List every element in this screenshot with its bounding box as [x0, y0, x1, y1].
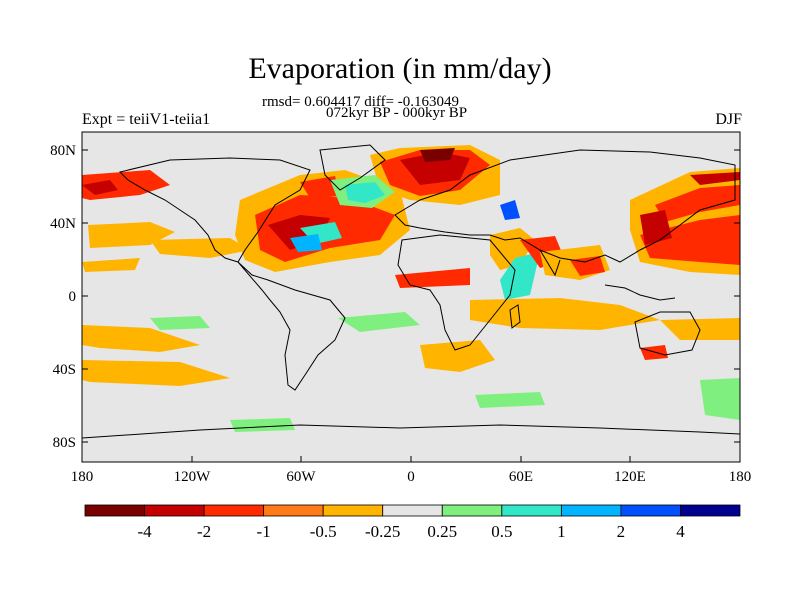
colorbar-swatch [144, 504, 205, 517]
colorbar-swatch [501, 504, 562, 517]
colorbar-swatch [84, 504, 145, 517]
coastlines [82, 144, 740, 439]
colorbar-swatch [620, 504, 681, 517]
lat-axis [82, 149, 740, 443]
colorbar-label: -4 [137, 522, 152, 541]
lon-tick-label: 180 [729, 469, 752, 485]
lon-tick-label: 120W [174, 469, 212, 485]
experiment-label: Expt = teiiV1-teiia1 [82, 111, 211, 128]
colorbar: -4 -2 -1 -0.5 -0.25 0.25 0.5 1 2 4 [84, 504, 741, 541]
anomaly-field [82, 145, 740, 432]
colorbar-swatch [441, 504, 503, 517]
colorbar-swatch [263, 504, 324, 517]
colorbar-swatch [560, 504, 622, 517]
lon-tick-label: 60E [509, 469, 533, 485]
colorbar-label: -0.25 [365, 522, 400, 541]
season-label: DJF [715, 111, 742, 128]
colorbar-label: -0.5 [310, 522, 337, 541]
lon-tick-label: 180 [71, 469, 94, 485]
lat-tick-label: 80N [50, 143, 76, 159]
colorbar-label: 0.5 [491, 522, 512, 541]
lon-tick-label: 60W [286, 469, 316, 485]
colorbar-label: 0.25 [427, 522, 457, 541]
lon-tick-label: 0 [407, 469, 415, 485]
lat-tick-label: 80S [53, 435, 76, 451]
map-title: Evaporation (in mm/day) [248, 52, 552, 85]
colorbar-swatch [382, 504, 443, 517]
period-text: 072kyr BP - 000kyr BP [326, 105, 468, 121]
colorbar-label: 1 [557, 522, 566, 541]
colorbar-label: -1 [257, 522, 271, 541]
colorbar-label: -2 [197, 522, 211, 541]
colorbar-swatch [203, 504, 265, 517]
lat-tick-label: 40S [53, 362, 76, 378]
colorbar-label: 2 [617, 522, 626, 541]
lon-tick-label: 120E [614, 469, 646, 485]
lat-tick-label: 40N [50, 216, 76, 232]
stats-text: rmsd= 0.604417 diff= -0.163049 [262, 94, 460, 110]
colorbar-swatch [680, 504, 741, 517]
lat-tick-label: 0 [69, 289, 77, 305]
lon-axis [81, 456, 741, 462]
colorbar-swatch [322, 504, 384, 517]
colorbar-label: 4 [676, 522, 685, 541]
